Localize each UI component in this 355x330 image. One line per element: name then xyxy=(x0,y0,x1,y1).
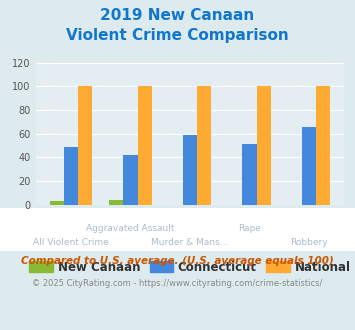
Text: Compared to U.S. average. (U.S. average equals 100): Compared to U.S. average. (U.S. average … xyxy=(21,256,334,266)
Bar xyxy=(183,135,197,205)
Bar xyxy=(64,147,78,205)
Text: 2019 New Canaan: 2019 New Canaan xyxy=(100,8,255,23)
Bar xyxy=(109,200,123,205)
Bar xyxy=(242,144,257,205)
Text: Aggravated Assault: Aggravated Assault xyxy=(86,224,175,233)
Bar xyxy=(78,86,92,205)
Bar xyxy=(50,201,64,205)
Text: Murder & Mans...: Murder & Mans... xyxy=(151,238,229,247)
Bar xyxy=(138,86,152,205)
Text: Violent Crime Comparison: Violent Crime Comparison xyxy=(66,28,289,43)
Bar xyxy=(197,86,211,205)
Bar xyxy=(302,127,316,205)
Bar xyxy=(257,86,271,205)
Bar xyxy=(123,155,138,205)
Text: © 2025 CityRating.com - https://www.cityrating.com/crime-statistics/: © 2025 CityRating.com - https://www.city… xyxy=(32,279,323,288)
Text: All Violent Crime: All Violent Crime xyxy=(33,238,109,247)
Text: Robbery: Robbery xyxy=(290,238,328,247)
Text: Rape: Rape xyxy=(238,224,261,233)
Bar xyxy=(316,86,330,205)
Legend: New Canaan, Connecticut, National: New Canaan, Connecticut, National xyxy=(24,256,355,279)
